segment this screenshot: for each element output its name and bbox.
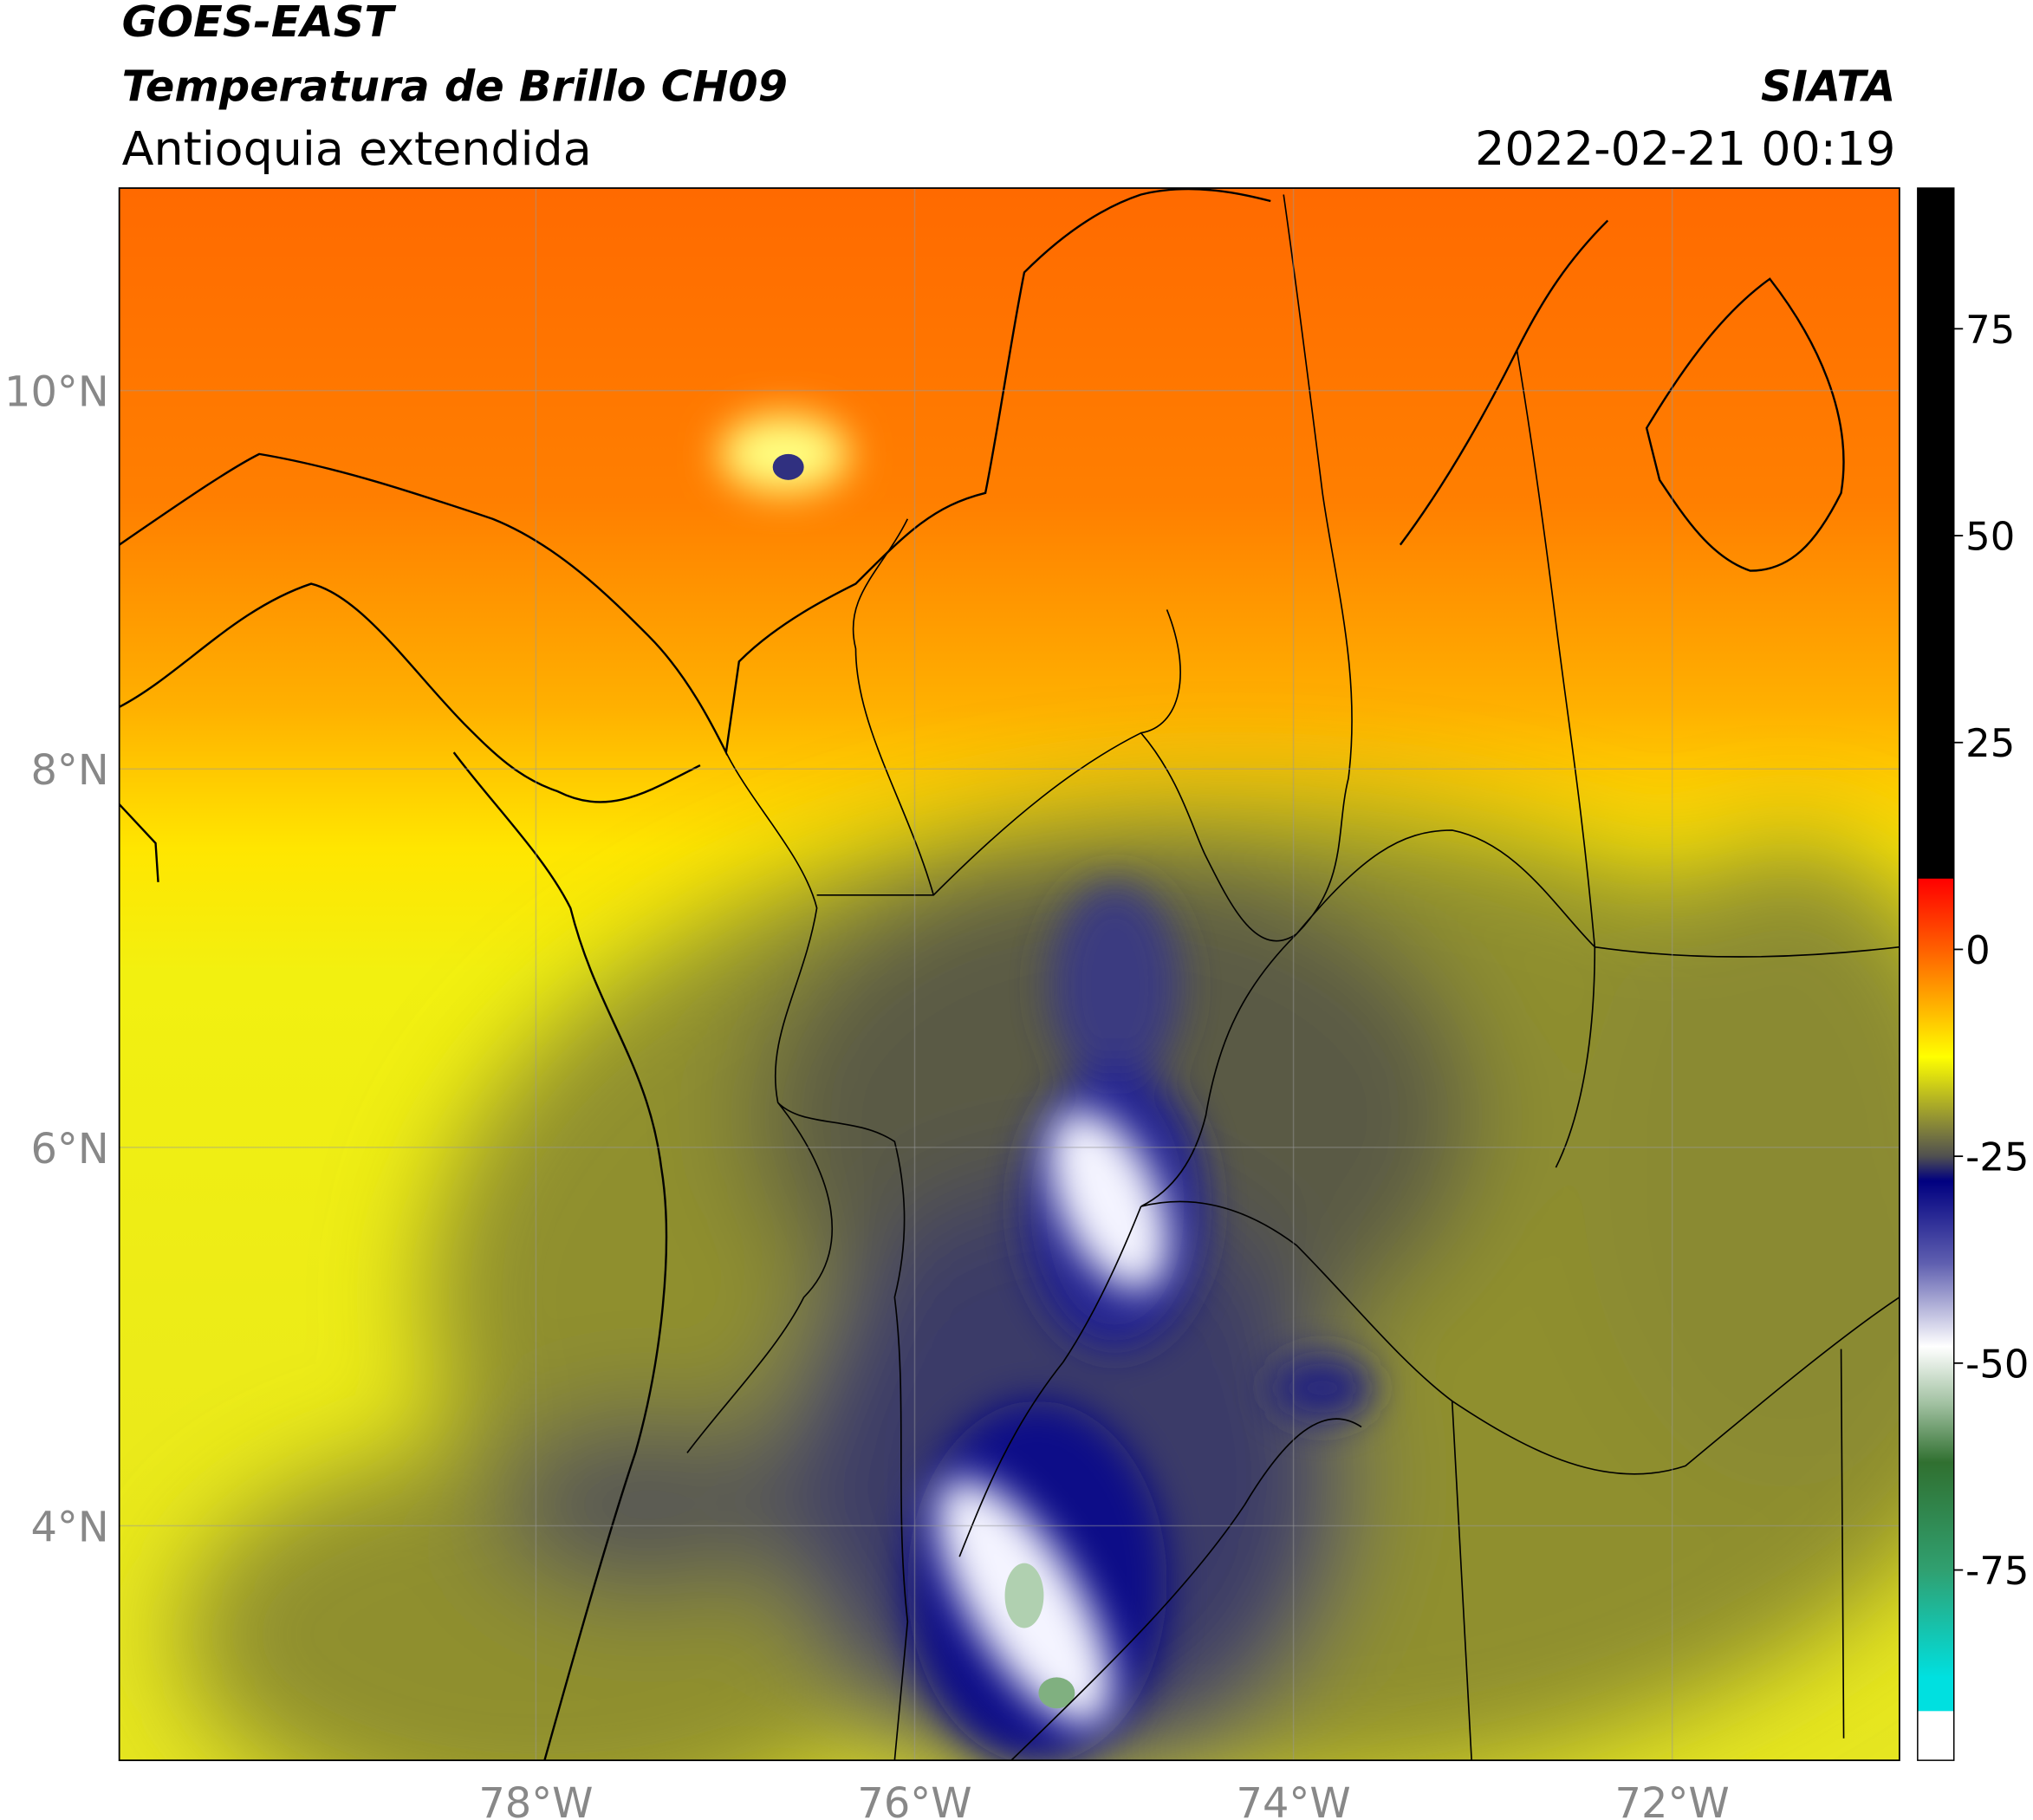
coastline (119, 188, 1845, 1761)
title: GOES-EAST (122, 0, 397, 47)
colorbar-tick-label: 0 (1965, 927, 1991, 973)
x-tick-label: 76°W (857, 1780, 971, 1820)
y-tick-label: 8°N (30, 747, 108, 795)
colorbar-tick-label: 75 (1965, 307, 2015, 353)
colorbar-tick-label: 50 (1965, 514, 2015, 560)
colorbar-tick-label: -25 (1965, 1134, 2029, 1180)
region: Antioquia extendida (122, 121, 592, 176)
y-tick-label: 10°N (4, 369, 109, 417)
colorbar-tick-label: 25 (1965, 720, 2015, 766)
x-tick-label: 72°W (1615, 1780, 1730, 1820)
borders (686, 194, 1900, 1761)
subtitle: Temperatura de Brillo CH09 (122, 62, 788, 112)
colorbar-tick-label: -50 (1965, 1341, 2029, 1387)
colorbar-tick-label: -75 (1965, 1548, 2029, 1594)
y-tick-label: 6°N (30, 1126, 108, 1173)
datetime: 2022-02-21 00:19 (1475, 121, 1895, 176)
x-tick-label: 78°W (478, 1780, 593, 1820)
graticule (119, 188, 1900, 1761)
satellite-image (119, 188, 1900, 1761)
colorbar (1917, 187, 1955, 1761)
y-tick-label: 4°N (30, 1504, 108, 1551)
x-tick-label: 74°W (1236, 1780, 1350, 1820)
map-frame (118, 187, 1900, 1762)
agency: SIATA (1761, 62, 1895, 112)
